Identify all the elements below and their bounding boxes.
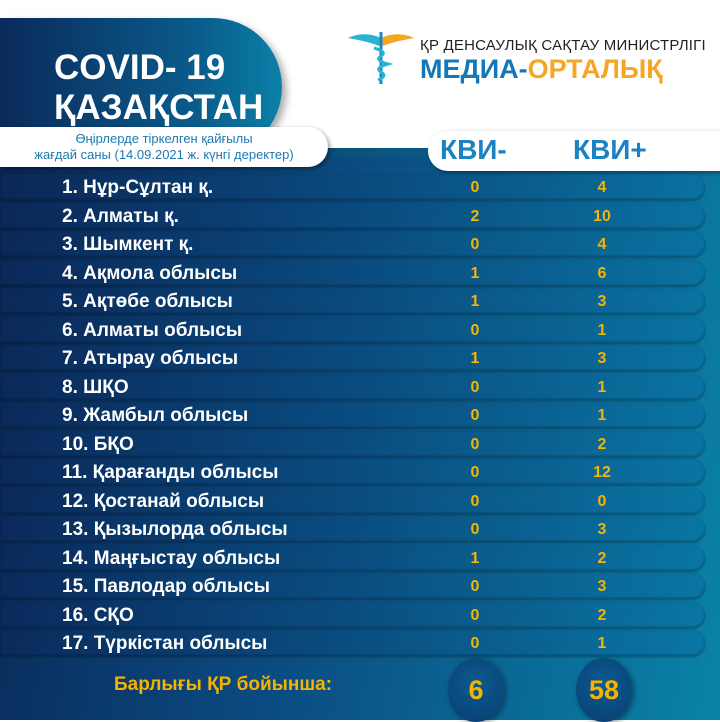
kvi-minus-value: 1 — [470, 350, 480, 367]
table-row: 13. Қызылорда облысы 0 3 — [0, 516, 705, 542]
region-name: 5. Ақтөбе облысы — [62, 291, 233, 312]
subtitle-box: Өңірлерде тіркелген қайғылы жағдай саны … — [0, 127, 328, 167]
table-row: 14. Маңғыстау облысы 1 2 — [0, 544, 705, 571]
kvi-minus-value: 0 — [470, 236, 480, 253]
kvi-minus-value: 0 — [470, 606, 480, 624]
ministry-name: ҚР ДЕНСАУЛЫҚ САҚТАУ МИНИСТРЛІГІ — [420, 37, 706, 54]
kvi-plus-value: 1 — [597, 407, 607, 424]
kvi-plus-value: 1 — [597, 321, 607, 339]
kvi-plus-value: 3 — [597, 350, 607, 367]
kvi-plus-value: 3 — [597, 521, 607, 538]
kvi-plus-value: 1 — [597, 635, 607, 652]
kvi-plus-value: 6 — [597, 264, 607, 282]
region-name: 17. Түркістан облысы — [62, 633, 268, 654]
column-header-kvi-minus: КВИ- — [440, 134, 507, 165]
title-line1: COVID- 19 — [54, 48, 226, 87]
kvi-plus-value: 4 — [597, 179, 607, 196]
media-center-logo-text: МЕДИА-ОРТАЛЫҚ — [420, 54, 663, 85]
kvi-plus-value: 2 — [597, 435, 607, 453]
region-name: 1. Нұр-Сұлтан қ. — [62, 177, 214, 198]
table-row: 1. Нұр-Сұлтан қ. 0 4 — [0, 174, 705, 200]
table-row: 3. Шымкент қ. 0 4 — [0, 231, 705, 257]
subtitle-line1: Өңірлерде тіркелген қайғылы — [75, 131, 253, 146]
region-name: 7. Атырау облысы — [62, 348, 239, 369]
kvi-minus-value: 0 — [470, 492, 480, 510]
kvi-plus-value: 0 — [597, 492, 607, 510]
kvi-minus-value: 0 — [470, 407, 480, 424]
table-row: 9. Жамбыл облысы 0 1 — [0, 402, 705, 428]
region-name: 4. Ақмола облысы — [62, 262, 238, 284]
table-row: 4. Ақмола облысы 1 6 — [0, 259, 705, 286]
table-row: 16. СҚО 0 2 — [0, 601, 705, 628]
header-band — [0, 148, 720, 158]
kvi-minus-value: 0 — [470, 635, 480, 652]
kvi-plus-value: 3 — [597, 293, 607, 310]
region-name: 15. Павлодар облысы — [62, 576, 270, 597]
media-part2: ОРТАЛЫҚ — [527, 54, 663, 84]
title-line2: ҚАЗАҚСТАН — [54, 88, 264, 127]
region-name: 13. Қызылорда облысы — [62, 519, 288, 540]
kvi-plus-value: 2 — [597, 606, 607, 624]
total-kvi-minus: 6 — [448, 658, 504, 722]
kvi-plus-value: 3 — [597, 578, 607, 595]
region-name: 8. ШҚО — [62, 376, 129, 398]
region-name: 11. Қарағанды облысы — [62, 462, 279, 483]
kvi-minus-value: 0 — [470, 464, 480, 481]
table-row: 17. Түркістан облысы 0 1 — [0, 630, 705, 656]
table-row: 6. Алматы облысы 0 1 — [0, 316, 705, 343]
table-row: 10. БҚО 0 2 — [0, 430, 705, 457]
region-name: 3. Шымкент қ. — [62, 234, 194, 255]
column-header-box — [428, 131, 720, 171]
region-name: 2. Алматы қ. — [62, 205, 179, 227]
table-row: 11. Қарағанды облысы 0 12 — [0, 459, 705, 485]
kvi-minus-value: 0 — [470, 378, 480, 396]
region-name: 6. Алматы облысы — [62, 319, 243, 341]
table-row: 12. Қостанай облысы 0 0 — [0, 487, 705, 514]
kvi-minus-value: 0 — [470, 435, 480, 453]
region-name: 10. БҚО — [62, 433, 134, 455]
media-part1: МЕДИА- — [420, 54, 528, 84]
region-name: 14. Маңғыстау облысы — [62, 547, 281, 569]
region-name: 12. Қостанай облысы — [62, 490, 265, 512]
total-kvi-plus: 58 — [576, 658, 632, 722]
kvi-minus-value: 0 — [470, 321, 480, 339]
kvi-minus-value: 0 — [470, 179, 480, 196]
kvi-minus-value: 1 — [470, 264, 480, 282]
table-row: 15. Павлодар облысы 0 3 — [0, 573, 705, 599]
table-row: 5. Ақтөбе облысы 1 3 — [0, 288, 705, 314]
subtitle-line2: жағдай саны (14.09.2021 ж. күнгі деректе… — [34, 147, 294, 162]
total-label: Барлығы ҚР бойынша: — [114, 674, 333, 695]
kvi-minus-value: 0 — [470, 578, 480, 595]
table-row: 7. Атырау облысы 1 3 — [0, 345, 705, 371]
region-name: 16. СҚО — [62, 604, 134, 626]
kvi-plus-value: 4 — [597, 236, 607, 253]
kvi-plus-value: 10 — [593, 207, 611, 225]
kvi-plus-value: 2 — [597, 549, 607, 567]
region-name: 9. Жамбыл облысы — [62, 405, 249, 426]
kvi-minus-value: 1 — [470, 293, 480, 310]
kvi-plus-value: 12 — [593, 464, 611, 481]
kvi-plus-value: 1 — [597, 378, 607, 396]
kvi-minus-value: 1 — [470, 549, 480, 567]
column-header-kvi-plus: КВИ+ — [573, 134, 647, 165]
caduceus-logo-icon — [348, 32, 414, 84]
table-row: 8. ШҚО 0 1 — [0, 373, 705, 400]
table-row: 2. Алматы қ. 2 10 — [0, 202, 705, 229]
kvi-minus-value: 2 — [470, 207, 480, 225]
kvi-minus-value: 0 — [470, 521, 480, 538]
